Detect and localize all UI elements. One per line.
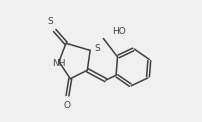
Text: NH: NH (52, 59, 66, 68)
Text: S: S (94, 44, 100, 53)
Text: S: S (47, 17, 53, 26)
Text: HO: HO (112, 27, 125, 36)
Text: O: O (63, 101, 70, 110)
